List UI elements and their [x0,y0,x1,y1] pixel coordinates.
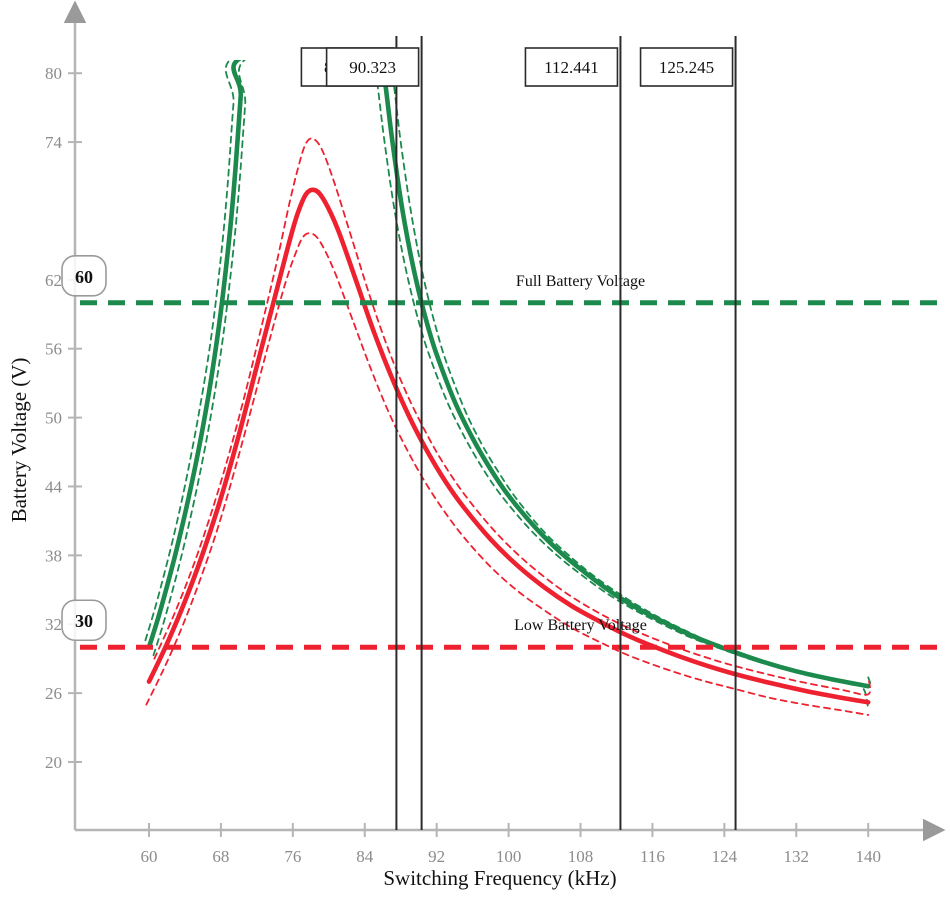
y-tick-label: 20 [45,753,62,772]
x-tick-label: 132 [784,847,810,866]
callout-bubble [61,599,107,642]
x-axis-title: Switching Frequency (kHz) [383,866,616,890]
y-tick-label: 44 [45,477,63,496]
vertical-marker-label: 112.441 [544,58,599,77]
y-tick-group: 20 26 32 38 44 50 56 62 74 80 [45,64,82,772]
axes-group [63,0,946,842]
data-series-line [145,232,870,716]
x-tick-label: 60 [141,847,158,866]
y-tick-label: 50 [45,409,62,428]
y-tick-label: 38 [45,546,62,565]
y-tick-label: 32 [45,615,62,634]
y-tick-label: 26 [45,684,62,703]
data-series-line [146,187,871,705]
data-series-line [152,60,870,709]
x-tick-group: 60 68 76 84 92 100 108 116 124 132 140 [141,823,881,866]
x-tick-label: 76 [284,847,301,866]
x-tick-label: 140 [855,847,881,866]
y-axis-title: Battery Voltage (V) [7,358,31,523]
vertical-marker-box [325,47,420,87]
threshold-group: Full Battery Voltage Low Battery Voltage [80,273,940,650]
y-tick-label: 80 [45,64,62,83]
vertical-marker-label: 125.245 [659,58,714,77]
x-tick-label: 124 [712,847,738,866]
threshold-label: Low Battery Voltage [514,617,647,634]
data-series-line [144,60,872,688]
x-tick-label: 84 [356,847,374,866]
x-tick-label: 92 [428,847,445,866]
callout-bubble [61,255,107,297]
y-tick-label: 74 [45,133,63,152]
callout-label: 60 [75,267,93,287]
callout-group: 60 30 [61,255,107,642]
threshold-label: Full Battery Voltage [516,273,645,290]
y-tick-label: 62 [45,271,62,290]
callout-label: 30 [75,611,93,631]
data-series-line [153,137,872,696]
x-tick-label: 68 [212,847,229,866]
vertical-marker-box [524,47,619,87]
x-tick-label: 108 [568,847,594,866]
vertical-marker-box [639,47,734,87]
y-tick-label: 56 [45,340,62,359]
data-series-line [146,60,871,689]
vertical-marker-label: 90.323 [349,58,396,77]
curve-group [144,60,872,716]
x-tick-label: 100 [496,847,522,866]
x-tick-label: 116 [640,847,665,866]
